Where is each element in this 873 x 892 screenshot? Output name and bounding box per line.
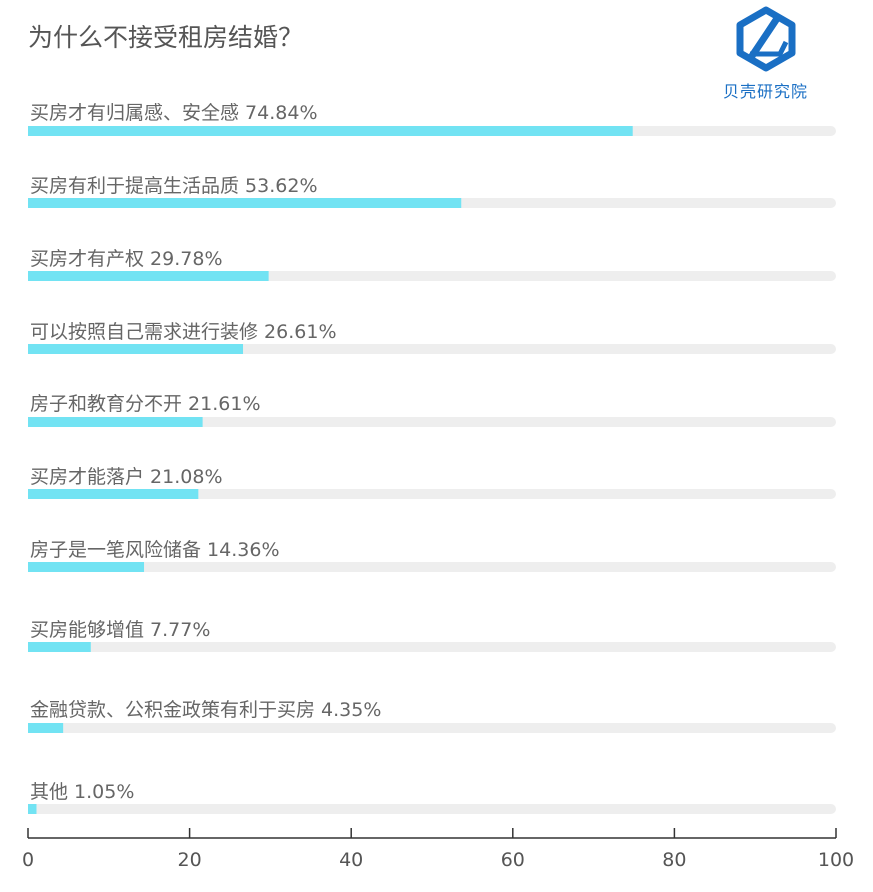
bar-track [28, 489, 836, 499]
bar-label: 买房能够增值 7.77% [30, 619, 210, 641]
bar-label: 可以按照自己需求进行装修 26.61% [30, 321, 337, 343]
bar-label: 买房才能落户 21.08% [30, 466, 223, 488]
value-label: 29.78% [144, 248, 223, 270]
bar-track [28, 642, 836, 652]
bar-label: 金融贷款、公积金政策有利于买房 4.35% [30, 699, 381, 721]
category-label: 买房能够增值 [30, 619, 144, 641]
category-label: 买房才有产权 [30, 248, 144, 270]
category-label: 可以按照自己需求进行装修 [30, 321, 258, 343]
value-label: 74.84% [239, 102, 318, 124]
category-label: 买房有利于提高生活品质 [30, 175, 239, 197]
bar [28, 344, 244, 354]
bar [28, 562, 145, 572]
category-label: 其他 [30, 781, 68, 803]
bar-label: 买房有利于提高生活品质 53.62% [30, 175, 318, 197]
value-label: 53.62% [239, 175, 318, 197]
x-tick-label: 60 [501, 849, 525, 871]
bar [28, 126, 633, 136]
value-label: 7.77% [144, 619, 210, 641]
x-tick-label: 80 [662, 849, 686, 871]
beike-logo: 贝壳研究院 [708, 6, 823, 101]
beike-logo-icon [736, 6, 796, 72]
bar-label: 买房才有产权 29.78% [30, 248, 223, 270]
value-label: 21.61% [182, 393, 261, 415]
category-label: 买房才能落户 [30, 466, 144, 488]
x-tick-label: 40 [339, 849, 363, 871]
bar [28, 804, 37, 814]
value-label: 1.05% [68, 781, 134, 803]
beike-logo-text: 贝壳研究院 [722, 82, 808, 101]
chart-title: 为什么不接受租房结婚？ [28, 23, 304, 52]
value-label: 4.35% [315, 699, 381, 721]
bar-track [28, 804, 836, 814]
x-tick-label: 0 [22, 849, 34, 871]
category-label: 房子是一笔风险储备 [30, 539, 201, 561]
bar [28, 417, 203, 427]
x-tick-label: 100 [818, 849, 854, 871]
bar-label: 其他 1.05% [30, 781, 134, 803]
value-label: 14.36% [201, 539, 280, 561]
category-label: 金融贷款、公积金政策有利于买房 [30, 699, 315, 721]
bar-label: 房子和教育分不开 21.61% [30, 393, 261, 415]
bar [28, 489, 199, 499]
bar-track [28, 417, 836, 427]
x-tick-label: 20 [178, 849, 202, 871]
bar [28, 198, 462, 208]
bar-track [28, 723, 836, 733]
bar [28, 642, 91, 652]
category-label: 买房才有归属感、安全感 [30, 102, 239, 124]
value-label: 26.61% [258, 321, 337, 343]
bar-label: 买房才有归属感、安全感 74.84% [30, 102, 318, 124]
bar-label: 房子是一笔风险储备 14.36% [30, 539, 280, 561]
category-label: 房子和教育分不开 [30, 393, 182, 415]
bar [28, 271, 269, 281]
value-label: 21.08% [144, 466, 223, 488]
bar-track [28, 562, 836, 572]
bar [28, 723, 64, 733]
